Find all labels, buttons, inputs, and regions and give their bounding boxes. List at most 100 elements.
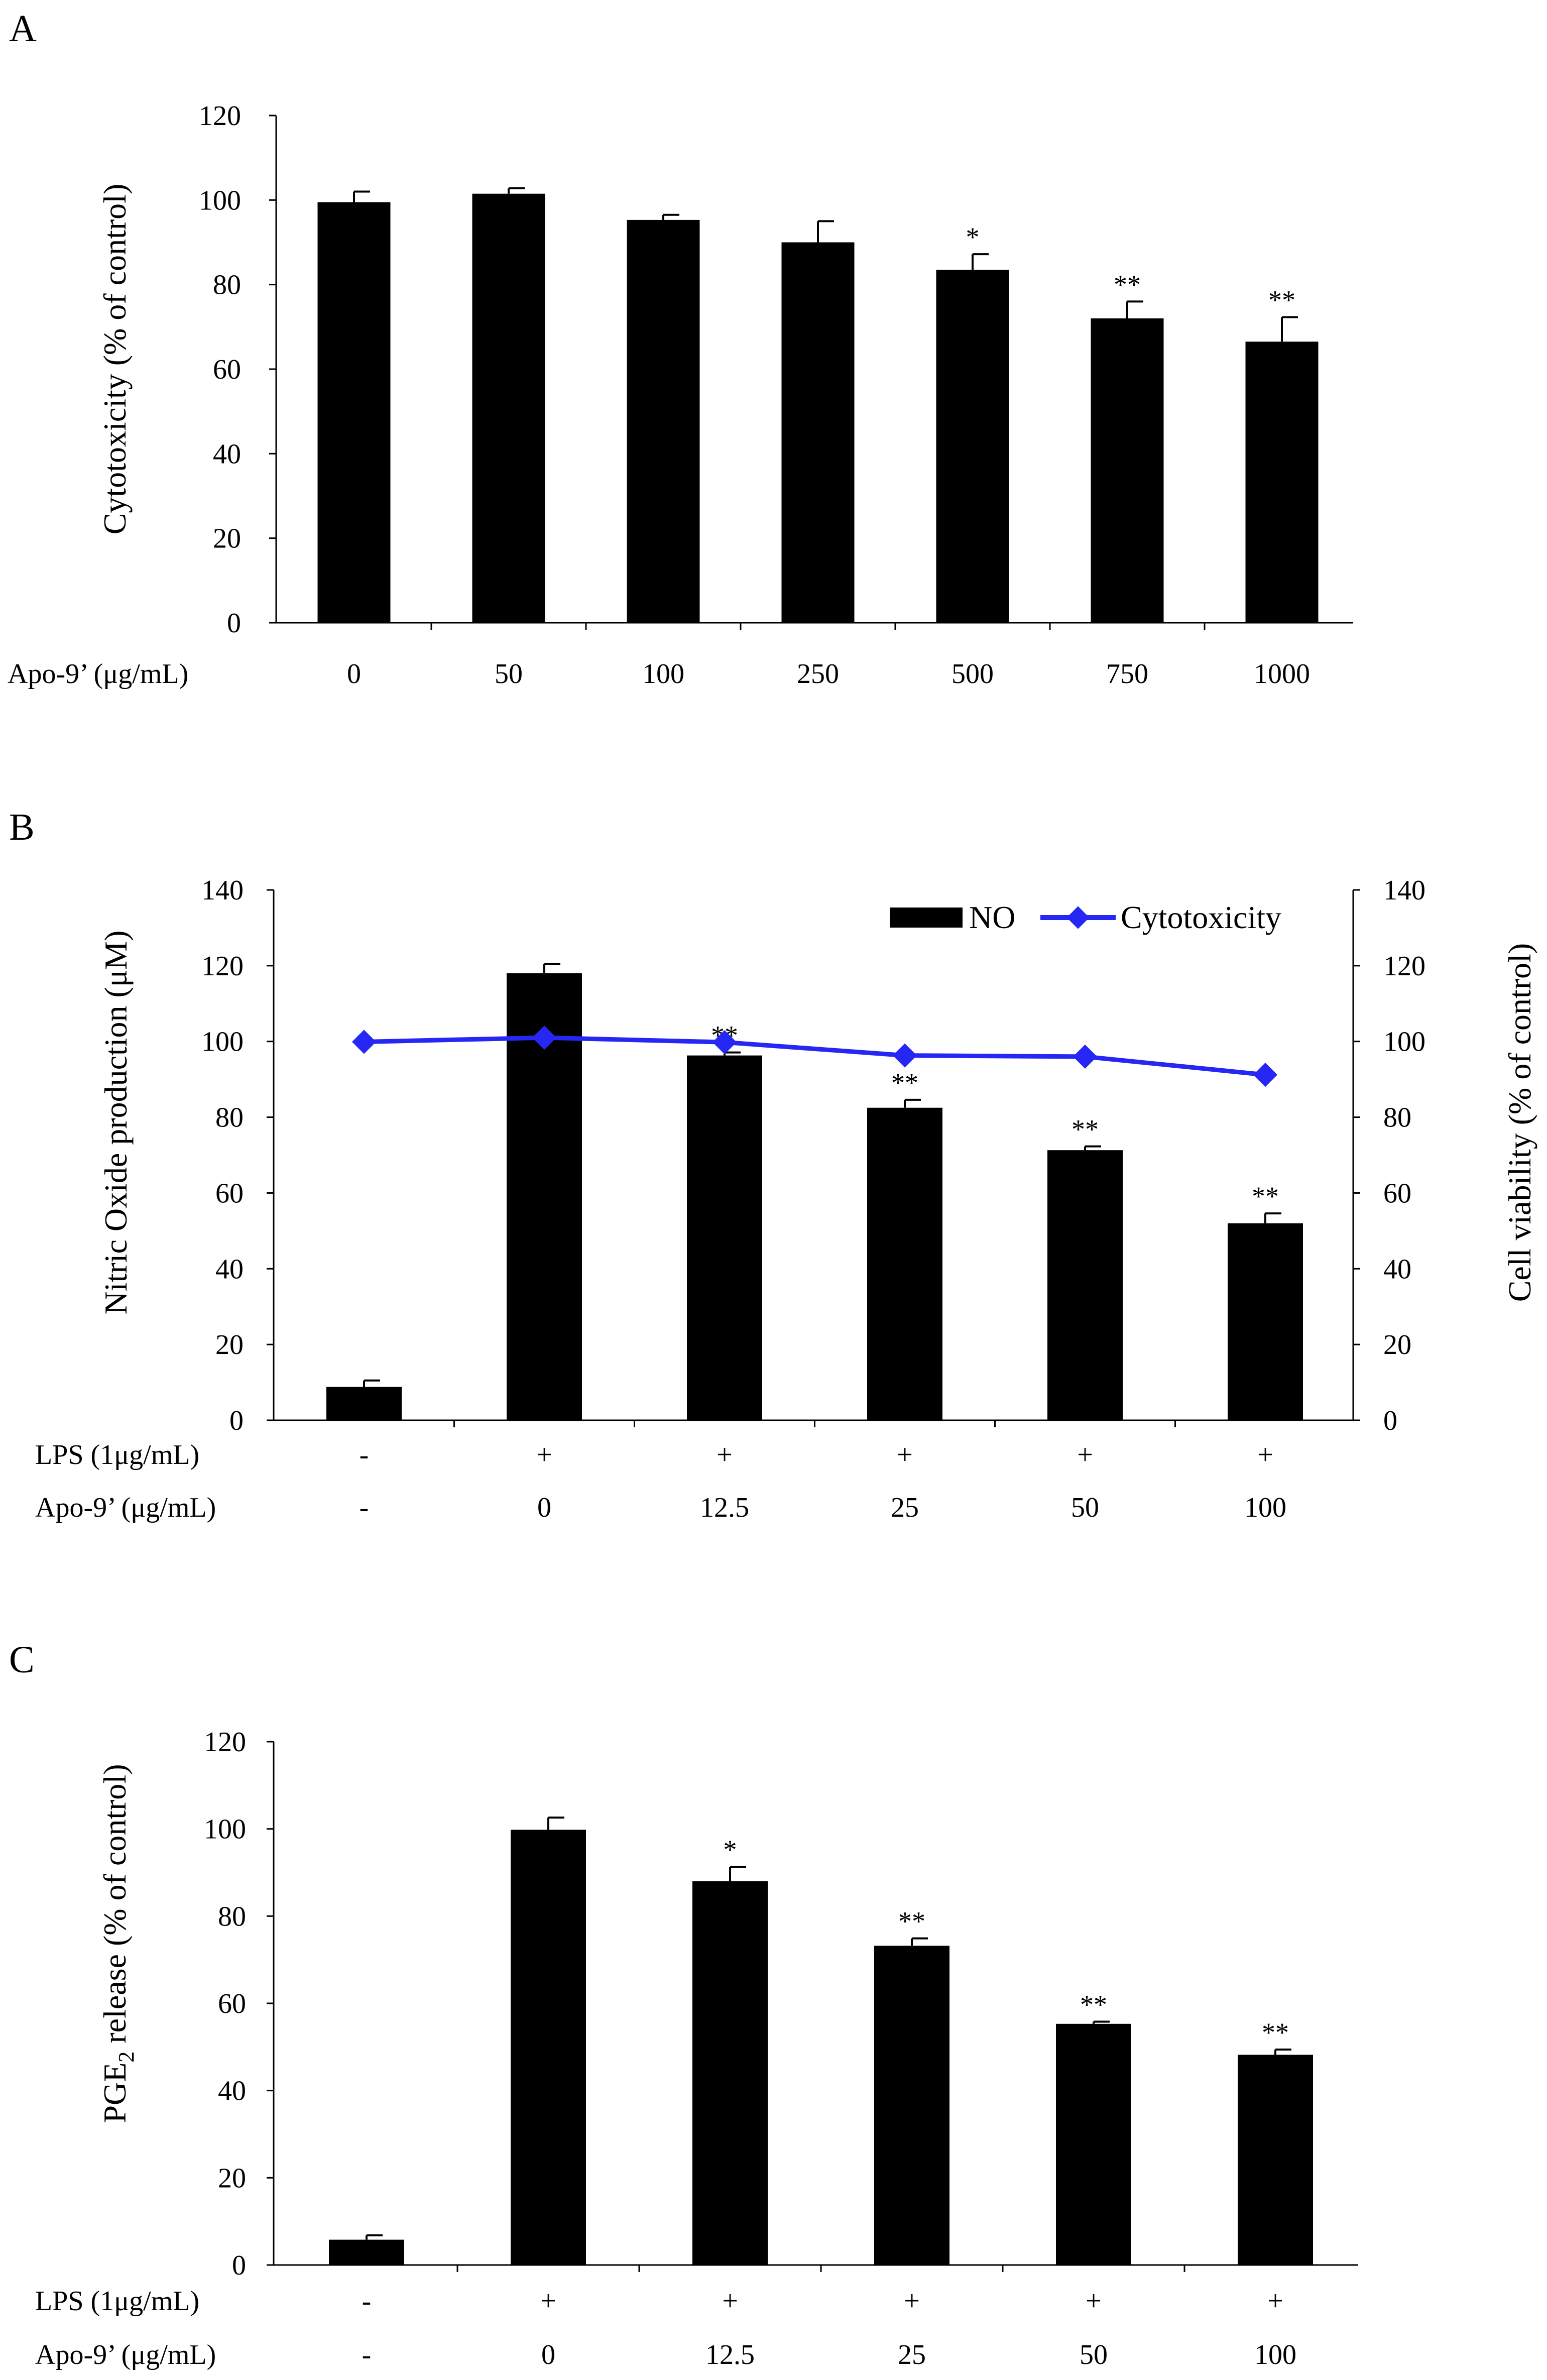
panel-b-bar: [687, 1055, 762, 1420]
panel-a-y-tick-label: 60: [213, 354, 241, 385]
panel-c-bar: [511, 1830, 586, 2265]
panel-b-y2-tick-label: 0: [1383, 1405, 1397, 1436]
panel-b-bar: [867, 1107, 942, 1420]
panel-c-y-tick-label: 100: [204, 1814, 246, 1845]
panel-a-category-label: 0: [347, 658, 361, 690]
panel-c-row-label: LPS (1μg/mL): [35, 2286, 199, 2317]
panel-c-label: C: [9, 1639, 35, 1681]
panel-b-category-label: 50: [1071, 1492, 1099, 1523]
panel-a-y-tick-label: 100: [199, 185, 241, 216]
panel-c-bar: [692, 1881, 768, 2265]
panel-b-y-tick-label: 20: [215, 1329, 244, 1361]
panel-a-significance-marker: **: [1114, 269, 1141, 299]
panel-c-category-label: 100: [1254, 2339, 1296, 2370]
panel-b-y-tick-label: 140: [201, 875, 244, 906]
panel-c-bar: [1238, 2055, 1313, 2265]
panel-a-bar: [317, 202, 391, 623]
panel-b-y-tick-label: 100: [201, 1027, 244, 1058]
panel-c-category-label: +: [722, 2286, 738, 2317]
panel-b-category-label: +: [1077, 1439, 1093, 1470]
panel-c-significance-marker: **: [1262, 2017, 1289, 2048]
panel-c-y-tick-label: 80: [218, 1901, 246, 1932]
panel-a-bar: [1245, 342, 1319, 623]
panel-c-y-tick-label: 20: [218, 2163, 246, 2194]
panel-b-y-tick-label: 80: [215, 1102, 244, 1134]
panel-a-bar: [627, 219, 700, 623]
panel-b-label: B: [9, 806, 35, 848]
panel-a-category-label: 50: [495, 658, 523, 690]
panel-b-y2-tick-label: 80: [1383, 1102, 1411, 1134]
panel-b-y2-tick-label: 120: [1383, 951, 1425, 982]
panel-b-cytotoxicity-point: [351, 1030, 377, 1054]
panel-a-bar: [781, 242, 855, 623]
panel-a-category-label: 1000: [1254, 658, 1310, 690]
panel-b-y-tick-label: 60: [215, 1178, 244, 1209]
panel-a-row-label: Apo-9’ (μg/mL): [8, 658, 188, 690]
panel-b-bar: [1047, 1150, 1123, 1420]
panel-b-y-axis-label: Nitric Oxide production (μM): [98, 931, 134, 1315]
panel-b: B Nitric Oxide production (μM) Cell viab…: [9, 806, 1537, 1523]
panel-c-y-tick-label: 40: [218, 2076, 246, 2107]
panel-b-category-label: +: [1257, 1439, 1273, 1470]
panel-a-bar: [936, 270, 1009, 623]
panel-b-y2-axis-label: Cell viability (% of control): [1502, 943, 1537, 1302]
panel-c: C PGE2 release (% of control) 0204060801…: [9, 1639, 1358, 2370]
panel-c-category-label: +: [540, 2286, 556, 2317]
panel-c-category-label: 25: [898, 2339, 926, 2370]
legend-cytotoxicity-label: Cytotoxicity: [1121, 899, 1281, 935]
panel-a-significance-marker: *: [966, 222, 980, 252]
panel-b-category-label: +: [536, 1439, 552, 1470]
panel-c-category-label: 0: [541, 2339, 555, 2370]
panel-b-row-label: Apo-9’ (μg/mL): [35, 1492, 216, 1523]
panel-b-bar: [326, 1387, 402, 1420]
panel-c-y-label-prefix: PGE: [97, 2063, 133, 2123]
panel-c-y-label-subscript: 2: [114, 2052, 139, 2063]
panel-b-bar: [1228, 1223, 1303, 1420]
panel-b-category-label: +: [717, 1439, 733, 1470]
panel-b-cytotoxicity-point: [532, 1026, 557, 1050]
panel-b-y2-tick-label: 100: [1383, 1027, 1425, 1058]
panel-c-bar: [329, 2239, 404, 2265]
panel-c-y-tick-label: 0: [232, 2250, 246, 2281]
panel-a-category-label: 750: [1106, 658, 1148, 690]
panel-a-y-axis-label: Cytotoxicity (% of control): [97, 184, 133, 535]
panel-c-bar: [874, 1946, 949, 2265]
panel-c-y-tick-label: 120: [204, 1727, 246, 1758]
panel-c-y-label-suffix: release (% of control): [97, 1764, 133, 2051]
panel-a-y-tick-label: 0: [227, 608, 241, 639]
panel-c-category-label: +: [1267, 2286, 1283, 2317]
panel-b-category-label: 25: [891, 1492, 919, 1523]
legend-no-label: NO: [969, 899, 1015, 935]
panel-b-y2-tick-label: 140: [1383, 875, 1425, 906]
panel-b-cytotoxicity-point: [892, 1043, 917, 1068]
panel-c-row-label: Apo-9’ (μg/mL): [35, 2339, 216, 2370]
panel-b-category-label: 100: [1244, 1492, 1286, 1523]
panel-b-significance-marker: **: [1252, 1181, 1279, 1211]
panel-a-y-tick-label: 20: [213, 523, 241, 554]
panel-c-significance-marker: *: [724, 1835, 737, 1865]
panel-b-category-label: +: [897, 1439, 913, 1470]
panel-a-bar: [472, 193, 545, 623]
panel-a-y-tick-label: 40: [213, 438, 241, 470]
panel-c-y-axis-label: PGE2 release (% of control): [97, 1764, 139, 2123]
panel-c-y-tick-label: 60: [218, 1988, 246, 2019]
panel-c-category-label: +: [904, 2286, 920, 2317]
panel-c-significance-marker: **: [1080, 1989, 1107, 2019]
panel-a-category-label: 250: [797, 658, 839, 690]
panel-c-category-label: -: [362, 2339, 372, 2370]
panel-c-significance-marker: **: [898, 1906, 925, 1937]
panel-a-category-label: 500: [951, 658, 994, 690]
panel-a-significance-marker: **: [1268, 285, 1295, 315]
panel-b-cytotoxicity-point: [1253, 1063, 1278, 1087]
panel-c-category-label: -: [362, 2286, 372, 2317]
panel-a-bar: [1091, 318, 1164, 623]
panel-b-y2-tick-label: 20: [1383, 1329, 1411, 1361]
panel-b-y2-tick-label: 40: [1383, 1254, 1411, 1285]
panel-a-category-label: 100: [642, 658, 684, 690]
panel-c-category-label: 12.5: [705, 2339, 755, 2370]
panel-a-y-tick-label: 120: [199, 100, 241, 132]
panel-b-y-tick-label: 120: [201, 951, 244, 982]
panel-a-label: A: [9, 8, 37, 50]
panel-b-category-label: -: [360, 1492, 369, 1523]
